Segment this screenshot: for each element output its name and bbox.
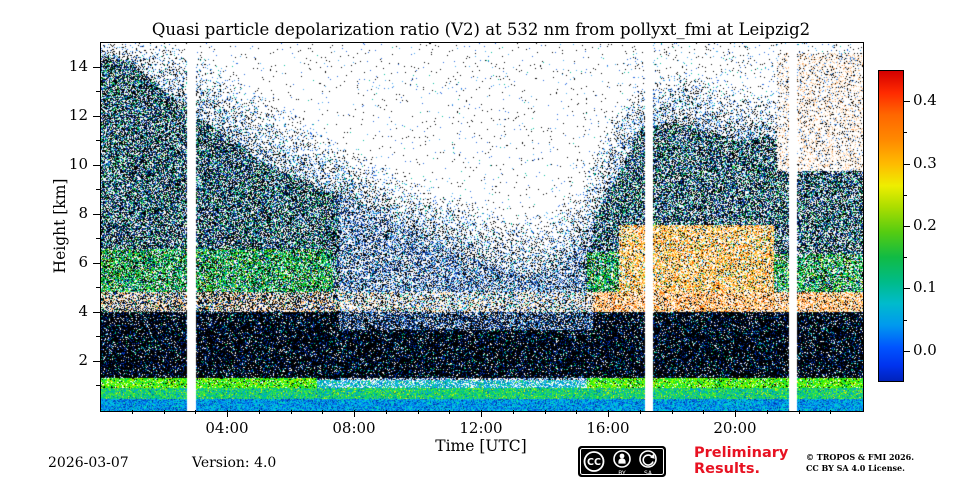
colorbar-minor-tick	[904, 194, 907, 196]
colorbar-minor-tick	[904, 319, 907, 321]
y-tick	[93, 115, 100, 117]
preliminary-line2: Results.	[694, 461, 760, 477]
svg-text:SA: SA	[644, 470, 653, 477]
x-tick-label: 08:00	[332, 419, 376, 437]
y-axis-label: Height [km]	[51, 178, 69, 274]
copyright-line2: CC BY SA 4.0 License.	[806, 463, 905, 473]
colorbar-tick-label: 0.0	[913, 340, 937, 359]
chart-title: Quasi particle depolarization ratio (V2)…	[151, 20, 811, 39]
y-tick	[93, 360, 100, 362]
colorbar-tick	[904, 226, 910, 227]
x-tick-label: 12:00	[459, 419, 503, 437]
colorbar-tick	[904, 101, 910, 103]
x-tick-label: 20:00	[713, 419, 757, 437]
colorbar-tick	[904, 350, 910, 352]
colorbar	[878, 70, 904, 382]
cc-by-sa-badge: CC BY SA	[578, 446, 666, 477]
footer-copyright: © TROPOS & FMI 2026. CC BY SA 4.0 Licens…	[806, 452, 914, 474]
y-tick-label: 10	[68, 154, 88, 173]
colorbar-minor-tick	[904, 132, 907, 134]
x-tick-label: 16:00	[586, 419, 630, 437]
y-tick-label: 12	[68, 105, 88, 124]
x-axis-label: Time [UTC]	[435, 437, 527, 455]
colorbar-minor-tick	[904, 257, 907, 259]
colorbar-tick-label: 0.4	[913, 91, 937, 110]
colorbar-tick	[904, 163, 910, 165]
preliminary-results-label: Preliminary Results.	[694, 445, 788, 477]
y-tick	[93, 213, 100, 215]
svg-text:BY: BY	[618, 470, 626, 477]
colorbar-tick-label: 0.2	[913, 216, 937, 234]
colorbar-tick-label: 0.3	[913, 153, 937, 172]
colorbar-tick-label: 0.1	[913, 278, 937, 297]
y-tick	[93, 164, 100, 166]
plot-area	[100, 42, 864, 412]
cc-sa-arrow-icon: SA	[639, 450, 657, 477]
preliminary-line1: Preliminary	[694, 445, 789, 461]
y-tick	[93, 311, 100, 313]
y-tick-label: 4	[78, 301, 88, 320]
svg-text:CC: CC	[587, 457, 601, 468]
y-tick	[93, 262, 100, 264]
colorbar-tick	[904, 288, 910, 290]
copyright-line1: © TROPOS & FMI 2026.	[806, 452, 915, 462]
cc-icon: CC	[583, 451, 605, 472]
cc-by-person-icon: BY	[613, 450, 631, 477]
heatmap-canvas	[101, 43, 863, 411]
y-tick	[93, 66, 100, 68]
y-tick-label: 14	[68, 56, 88, 75]
footer-date: 2026-03-07	[48, 455, 129, 471]
x-tick-label: 04:00	[205, 419, 249, 437]
y-tick-label: 2	[78, 350, 88, 369]
footer-version: Version: 4.0	[192, 455, 277, 471]
